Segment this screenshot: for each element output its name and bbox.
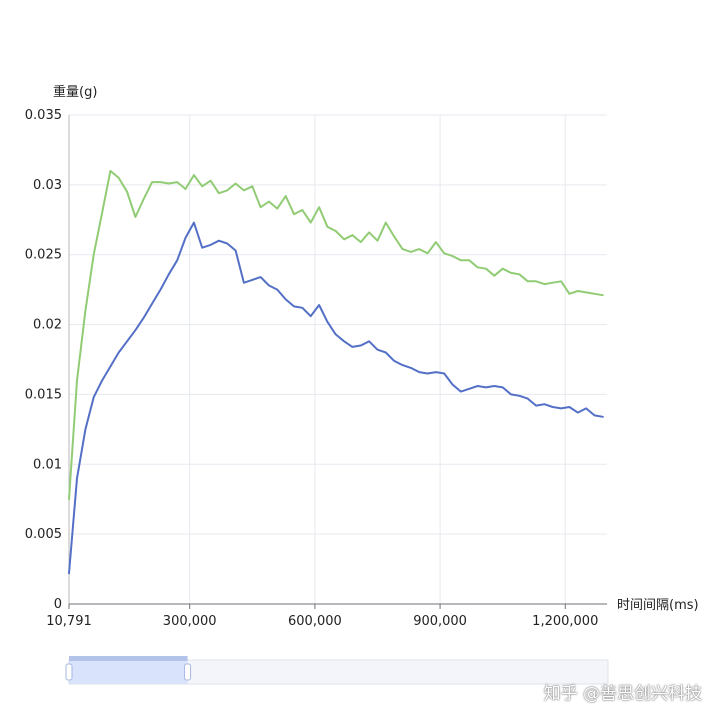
y-tick-label: 0.03 — [33, 178, 62, 193]
data-zoom-handle-left[interactable] — [65, 663, 73, 681]
y-axis-ticks: 0 0.005 0.01 0.015 0.02 0.025 0.03 0.035 — [25, 108, 62, 612]
y-tick-label: 0 — [54, 597, 62, 612]
series-line-1 — [68, 169, 604, 501]
y-tick-label: 0.015 — [25, 387, 62, 402]
x-tick-label: 10,791 — [46, 614, 92, 629]
data-zoom-selected-range[interactable] — [69, 660, 188, 684]
data-zoom-range-bar — [69, 656, 188, 661]
data-zoom-handle-right[interactable] — [184, 663, 192, 681]
x-tick-label: 900,000 — [413, 614, 467, 629]
watermark-text: 知乎 @善思创兴科技 — [543, 684, 702, 704]
y-tick-label: 0.035 — [25, 108, 62, 123]
axes — [68, 115, 607, 605]
x-tick-label: 300,000 — [163, 614, 217, 629]
x-axis-title: 时间间隔(ms) — [617, 598, 699, 613]
data-zoom-slider[interactable] — [65, 656, 609, 685]
series-line-2 — [68, 221, 604, 575]
grid-lines — [69, 114, 607, 604]
x-tick-label: 600,000 — [288, 614, 342, 629]
y-tick-label: 0.01 — [33, 457, 62, 472]
x-tick-label: 1,200,000 — [532, 614, 598, 629]
x-axis-ticks: 10,791 300,000 600,000 900,000 1,200,000 — [46, 604, 598, 629]
series-group — [68, 169, 604, 575]
y-tick-label: 0.025 — [25, 248, 62, 263]
y-axis-title: 重量(g) — [53, 84, 97, 100]
y-tick-label: 0.02 — [33, 318, 62, 333]
y-tick-label: 0.005 — [25, 527, 62, 542]
